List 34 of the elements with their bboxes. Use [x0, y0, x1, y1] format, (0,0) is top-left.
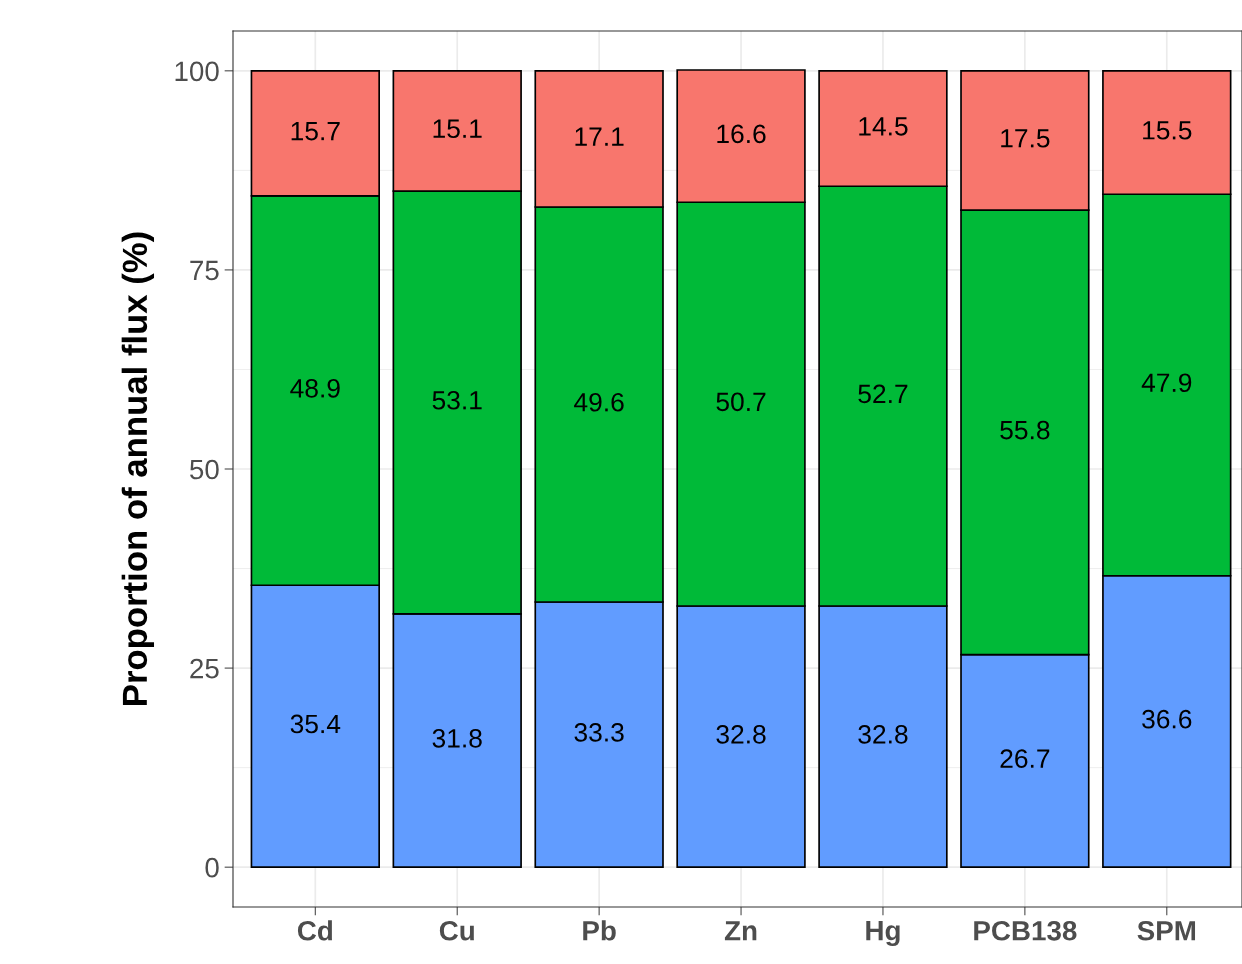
data-label: 17.1	[575, 127, 624, 146]
data-label: 26.7	[1000, 749, 1050, 768]
y-tick-label: 50	[190, 459, 219, 480]
x-tick-label: SPM	[1137, 920, 1196, 941]
data-label: 14.5	[859, 117, 908, 136]
data-label: 16.6	[717, 124, 766, 144]
data-label: 15.5	[1143, 121, 1192, 140]
data-label: 31.8	[432, 728, 482, 748]
y-tick-label: 0	[205, 857, 219, 878]
x-tick-label: Hg	[866, 921, 900, 947]
data-label: 36.6	[1142, 709, 1192, 729]
x-tick-label: Zn	[724, 921, 757, 941]
x-tick-label: Pb	[583, 920, 616, 941]
data-label: 32.8	[858, 724, 908, 744]
y-tick-label: 75	[190, 260, 219, 281]
data-label: 48.9	[290, 378, 340, 398]
data-label: 17.5	[1001, 129, 1050, 148]
data-label: 50.7	[716, 392, 766, 412]
data-label: 35.4	[290, 714, 341, 734]
data-label: 53.1	[432, 390, 482, 410]
data-label: 32.8	[716, 724, 766, 744]
data-label: 15.7	[291, 122, 340, 141]
data-label: 52.7	[858, 384, 908, 404]
data-label: 47.9	[1141, 373, 1192, 393]
x-tick-label: Cu	[439, 920, 474, 941]
x-tick-label: PCB138	[974, 920, 1077, 941]
data-label: 33.3	[574, 722, 624, 742]
data-label: 49.6	[574, 392, 624, 412]
data-label: 15.1	[433, 119, 482, 139]
y-axis-title: Proportion of annual flux (%)	[121, 232, 155, 705]
data-label: 55.8	[1000, 420, 1050, 440]
x-tick-label: Cd	[297, 920, 332, 941]
y-tick-label: 100	[175, 61, 219, 82]
y-tick-label: 25	[190, 658, 219, 679]
